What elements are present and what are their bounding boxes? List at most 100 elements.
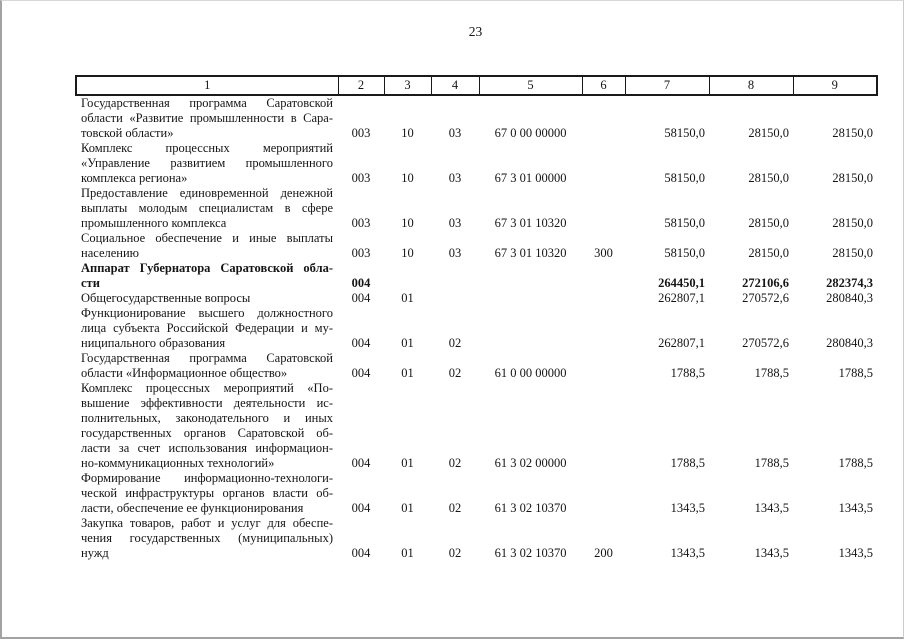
description-line: сти [81,276,100,290]
description-line: Закупка товаров, работ и услуг для обесп… [81,516,333,530]
cell-col8: 28150,0 [748,246,789,260]
description-cell: Комплекс процессных мероприятий «По-выше… [76,381,338,471]
description-line: населению [81,246,139,260]
cell-col6 [582,291,625,306]
description-cell: Формирование информационно-технологи-чес… [76,471,338,516]
header-cell: 6 [581,75,626,96]
cell-col5 [479,261,582,291]
header-cell: 1 [75,75,339,96]
cell-col6 [582,261,625,291]
description-cell: Комплекс процессных мероприятий «Управлен… [76,141,338,186]
description-cell: Закупка товаров, работ и услуг для обесп… [76,516,338,561]
cell-col9: 28150,0 [832,246,873,260]
cell-col6 [582,95,625,141]
cell-col9: 1343,5 [838,546,873,560]
description-cell: Государственная программа Саратовской обл… [76,351,338,381]
cell-col6 [582,306,625,351]
table-row: Общегосударственные вопросы 004 01 262807,1… [76,291,877,306]
description-line: промышленного комплекса [81,216,227,230]
cell-col3: 01 [401,546,414,560]
cell-col9: 1788,5 [838,366,873,380]
description-cell: Аппарат Губернатора Саратовской обла-сти [76,261,338,291]
description-line: нужд [81,546,109,560]
cell-col8: 1343,5 [754,546,789,560]
cell-col4: 02 [448,366,462,380]
description-line: Общегосударственные вопросы [81,291,251,305]
cell-col9: 1343,5 [838,501,873,515]
cell-col8: 28150,0 [748,171,789,185]
cell-col9: 282374,3 [826,276,873,290]
cell-col8: 28150,0 [748,216,789,230]
description-line: Социальное обеспечение и иные выплаты [81,231,333,245]
header-cell: 3 [383,75,432,96]
description-line: ласти за счет использования информацион- [81,441,333,455]
cell-col9: 280840,3 [826,291,873,305]
cell-col5 [479,306,582,351]
description-line: выплаты молодым специалистам в сфере [81,201,333,215]
cell-col4 [431,291,479,306]
cell-col5: 61 3 02 10370 [494,546,567,560]
cell-col4: 02 [448,456,462,470]
cell-col6 [582,141,625,186]
description-line: Аппарат Губернатора Саратовской обла- [81,261,333,275]
cell-col9: 280840,3 [826,336,873,350]
cell-col5: 61 3 02 10370 [494,501,567,515]
description-cell: Функционирование высшего должностного лиц… [76,306,338,351]
cell-col3: 10 [401,171,414,185]
description-line: чения государственных (муниципальных) [81,531,333,545]
cell-col6 [582,351,625,381]
description-cell: Общегосударственные вопросы [76,291,338,306]
header-cell: 7 [624,75,710,96]
cell-col2: 004 [351,366,371,380]
cell-col2: 003 [351,246,371,260]
description-line: ниципального образования [81,336,226,350]
cell-col3: 10 [401,216,414,230]
cell-col2: 004 [351,546,371,560]
cell-col8: 1788,5 [754,366,789,380]
cell-col3: 01 [401,291,414,305]
cell-col3: 01 [401,501,414,515]
table-row: Предоставление единовременной денежной вы… [76,186,877,231]
cell-col7: 58150,0 [664,246,705,260]
description-line: «Управление развитием промышленного [81,156,333,170]
description-line: лица субъекта Российской Федерации и му- [81,321,333,335]
description-line: но-коммуникационных технологий» [81,456,275,470]
table-row: Комплекс процессных мероприятий «Управлен… [76,141,877,186]
cell-col2: 004 [351,276,371,290]
cell-col3: 10 [401,246,414,260]
cell-col4: 03 [448,126,462,140]
cell-col4 [431,261,479,291]
cell-col4: 02 [448,336,462,350]
cell-col9: 28150,0 [832,216,873,230]
description-line: Комплекс процессных мероприятий «По- [81,381,333,395]
table-row: Формирование информационно-технологи-чес… [76,471,877,516]
description-cell: Государственная программа Саратовской обл… [76,95,338,141]
cell-col3 [384,261,431,291]
cell-col6 [582,186,625,231]
cell-col8: 270572,6 [742,336,789,350]
table-row: Аппарат Губернатора Саратовской обла-сти… [76,261,877,291]
cell-col2: 004 [351,501,371,515]
cell-col5: 61 3 02 00000 [494,456,567,470]
cell-col3: 01 [401,456,414,470]
table-row: Комплекс процессных мероприятий «По-выше… [76,381,877,471]
header-cell: 9 [792,75,878,96]
cell-col4: 03 [448,171,462,185]
cell-col2: 004 [351,336,371,350]
header-cell: 5 [478,75,583,96]
cell-col4: 03 [448,216,462,230]
cell-col6: 200 [594,546,613,560]
cell-col2: 003 [351,171,371,185]
cell-col3: 01 [401,336,414,350]
cell-col5: 67 3 01 10320 [494,246,567,260]
cell-col2: 004 [351,291,371,305]
description-line: Предоставление единовременной денежной [81,186,333,200]
description-line: вышение эффективности деятельности ис- [81,396,333,410]
cell-col9: 28150,0 [832,126,873,140]
cell-col7: 58150,0 [664,171,705,185]
cell-col9: 28150,0 [832,171,873,185]
table-body: Государственная программа Саратовской обл… [76,95,877,561]
cell-col7: 264450,1 [658,276,705,290]
